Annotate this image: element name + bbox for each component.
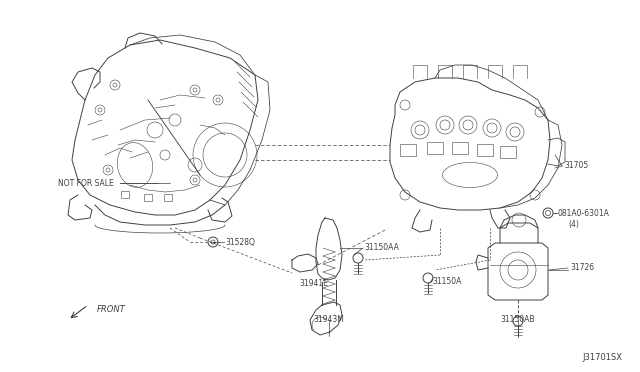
Bar <box>144 194 152 201</box>
Text: 31150AB: 31150AB <box>500 314 535 324</box>
Text: 31150AA: 31150AA <box>364 244 399 253</box>
Text: FRONT: FRONT <box>97 305 125 314</box>
Text: 31941E: 31941E <box>299 279 328 288</box>
Bar <box>164 194 172 201</box>
Text: 081A0-6301A: 081A0-6301A <box>558 208 610 218</box>
Bar <box>452 142 468 154</box>
Text: NOT FOR SALE: NOT FOR SALE <box>58 179 114 187</box>
Bar <box>427 142 443 154</box>
Bar <box>400 144 416 156</box>
Text: 31943M: 31943M <box>314 315 344 324</box>
Text: 31705: 31705 <box>564 161 588 170</box>
Text: J31701SX: J31701SX <box>582 353 622 362</box>
Bar <box>477 144 493 156</box>
Bar <box>500 146 516 158</box>
Text: 31726: 31726 <box>570 263 594 273</box>
Text: 31150A: 31150A <box>432 276 461 285</box>
Bar <box>121 191 129 198</box>
Text: 31528Q: 31528Q <box>225 237 255 247</box>
Text: (4): (4) <box>568 219 579 228</box>
